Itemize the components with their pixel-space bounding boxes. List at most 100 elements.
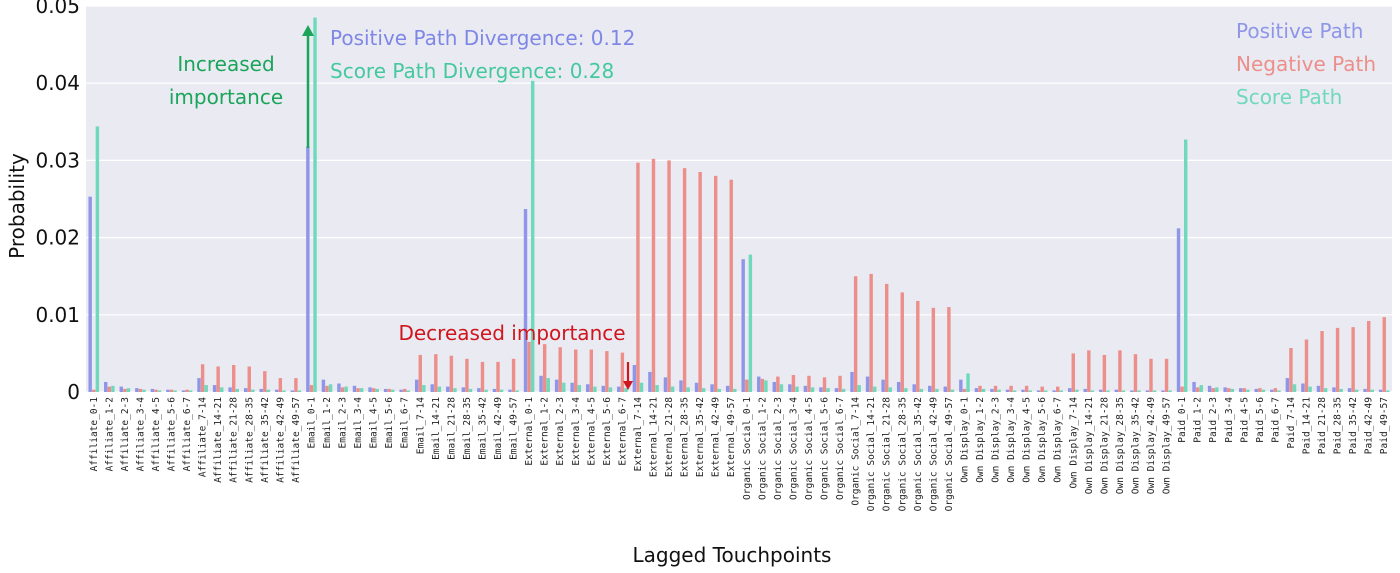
- x-tick-label: Affiliate_49-57: [291, 397, 302, 483]
- bar-score-path: [422, 385, 426, 392]
- bar-score-path: [157, 390, 162, 392]
- x-tick-label: Organic Social_14-21: [866, 397, 877, 512]
- x-tick-label: Own Display_49-57: [1162, 397, 1173, 494]
- bar-positive-path: [772, 381, 776, 392]
- bar-negative-path: [822, 377, 827, 392]
- bar-positive-path: [741, 259, 745, 392]
- bars-layer: [88, 17, 1390, 393]
- bar-negative-path: [138, 388, 143, 392]
- bar-positive-path: [865, 376, 870, 392]
- bar-negative-path: [1289, 348, 1293, 392]
- bar-negative-path: [231, 364, 236, 392]
- bar-negative-path: [760, 378, 765, 392]
- bar-positive-path: [1254, 388, 1258, 392]
- bar-positive-path: [554, 379, 559, 392]
- increase-arrow-head: [302, 25, 314, 36]
- y-axis-title: Probability: [5, 153, 29, 259]
- y-tick-label: 0.01: [35, 303, 80, 327]
- bar-score-path: [1090, 390, 1095, 392]
- bar-negative-path: [1133, 354, 1138, 392]
- bar-score-path: [810, 387, 815, 392]
- bar-positive-path: [617, 386, 621, 392]
- bar-negative-path: [993, 385, 998, 392]
- bar-positive-path: [508, 389, 512, 392]
- x-tick-label: Own Display_28-35: [1115, 397, 1126, 494]
- bar-negative-path: [480, 361, 485, 392]
- bar-positive-path: [523, 209, 528, 392]
- bar-score-path: [437, 386, 442, 392]
- x-tick-label: Affiliate_3-4: [135, 397, 146, 472]
- bar-score-path: [126, 388, 131, 392]
- bar-negative-path: [931, 307, 936, 392]
- bar-positive-path: [586, 384, 590, 392]
- bar-score-path: [608, 387, 613, 392]
- bar-positive-path: [1192, 381, 1196, 392]
- bar-negative-path: [542, 344, 547, 392]
- bar-negative-path: [605, 351, 609, 392]
- x-tick-label: Paid_0-1: [1177, 397, 1188, 443]
- bar-negative-path: [356, 388, 360, 392]
- bar-negative-path: [496, 361, 500, 392]
- bar-negative-path: [900, 292, 904, 392]
- bar-score-path: [204, 385, 208, 392]
- bar-negative-path: [1149, 358, 1153, 392]
- bar-negative-path: [465, 358, 469, 392]
- x-axis-title: Lagged Touchpoints: [633, 543, 832, 567]
- bar-score-path: [1075, 389, 1079, 392]
- grid-lines: [86, 5, 1392, 393]
- x-tick-label: Organic Social_7-14: [851, 397, 862, 506]
- bar-score-path: [1183, 139, 1188, 392]
- x-tick-label: Paid_28-35: [1333, 397, 1344, 454]
- bar-score-path: [624, 388, 628, 392]
- bar-score-path: [282, 390, 286, 392]
- bar-score-path: [966, 373, 970, 392]
- bar-positive-path: [725, 385, 730, 392]
- x-tick-label: Affiliate_0-1: [89, 397, 100, 472]
- legend-entry: Positive Path: [1236, 19, 1363, 43]
- bar-score-path: [717, 388, 721, 392]
- bar-positive-path: [337, 383, 341, 392]
- legend-entry: Negative Path: [1236, 52, 1376, 76]
- x-tick-label: Own Display_7-14: [1068, 397, 1079, 489]
- x-tick-label: Email_35-42: [478, 397, 489, 460]
- bar-score-path: [1355, 389, 1359, 392]
- x-tick-label: Organic Social_1-2: [757, 397, 768, 500]
- bar-negative-path: [1242, 388, 1247, 392]
- bar-score-path: [1215, 387, 1219, 392]
- bar-negative-path: [92, 389, 96, 392]
- bar-score-path: [453, 388, 457, 392]
- bar-score-path: [764, 380, 768, 392]
- bar-score-path: [904, 388, 908, 392]
- bar-positive-path: [539, 375, 543, 392]
- x-tick-label: External_28-35: [680, 397, 691, 477]
- bar-negative-path: [589, 349, 594, 392]
- bar-positive-path: [228, 387, 232, 392]
- bar-positive-path: [1207, 385, 1212, 392]
- x-tick-label: Email_21-28: [446, 397, 457, 460]
- bar-positive-path: [1005, 389, 1010, 392]
- x-tick-label: Paid_35-42: [1348, 397, 1359, 454]
- x-tick-label: External_35-42: [695, 397, 706, 477]
- x-tick-label: Paid_42-49: [1364, 397, 1375, 454]
- bar-positive-path: [321, 379, 326, 392]
- bar-negative-path: [527, 341, 531, 392]
- bar-negative-path: [1335, 327, 1340, 392]
- bar-score-path: [577, 385, 582, 392]
- bar-positive-path: [663, 377, 668, 392]
- bar-negative-path: [1180, 386, 1184, 392]
- bar-negative-path: [1211, 388, 1215, 392]
- x-tick-label: Email_28-35: [462, 397, 473, 460]
- bar-positive-path: [446, 386, 450, 392]
- x-tick-label: Own Display_3-4: [1006, 397, 1017, 483]
- bar-positive-path: [259, 388, 263, 392]
- x-tick-label: Own Display_42-49: [1146, 397, 1157, 495]
- bar-negative-path: [853, 276, 858, 392]
- bar-negative-path: [1056, 386, 1060, 392]
- bar-score-path: [935, 388, 939, 392]
- bar-positive-path: [896, 381, 901, 392]
- bar-score-path: [515, 390, 519, 392]
- bar-positive-path: [632, 364, 637, 392]
- bar-positive-path: [694, 382, 699, 392]
- x-tick-label: Email_6-7: [400, 397, 411, 448]
